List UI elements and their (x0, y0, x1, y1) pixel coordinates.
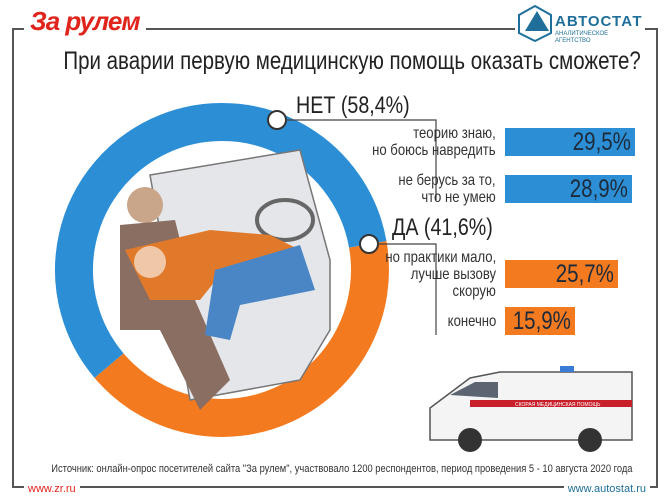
bar-value-label: 25,7% (555, 260, 615, 288)
connector-no (286, 119, 437, 200)
bar-value-label: 15,9% (512, 307, 571, 335)
ambulance-windshield (450, 382, 498, 398)
wheel-front (458, 428, 482, 452)
ambulance-beacon (560, 366, 574, 372)
autostat-name: АВТОСТАТ (555, 13, 643, 30)
connector-yes (378, 243, 437, 335)
bar-value-label: 29,5% (572, 128, 631, 156)
victim-body (125, 230, 300, 300)
source-note: Источник: онлайн-опрос посетителей сайта… (51, 463, 633, 475)
group-label-no: НЕТ (58,4%) (296, 92, 410, 119)
bar-category-label: конечно (447, 312, 496, 330)
ambulance-stripe (470, 400, 632, 407)
autostat-emblem-icon (518, 4, 552, 42)
victim-legs (205, 245, 315, 340)
victim-head (134, 246, 166, 278)
group-label-yes: ДА (41,6%) (392, 214, 493, 241)
bar-no-0: 29,5% (505, 128, 635, 156)
rescuer-head (127, 187, 163, 223)
steering-wheel-icon (255, 198, 315, 242)
bar-value-label: 28,9% (570, 175, 629, 203)
autostat-logo: АВТОСТАТ АНАЛИТИЧЕСКОЕ АГЕНТСТВО (515, 4, 645, 44)
zarulem-logo: За рулем (24, 6, 146, 36)
bar-yes-0: 25,7% (505, 260, 619, 288)
bar-category-label: не берусь за то, что не умею (398, 172, 496, 206)
chart-title: При аварии первую медицинскую помощь ока… (63, 47, 641, 75)
marker-no (267, 110, 287, 130)
footer-right-link[interactable]: www.autostat.ru (563, 483, 650, 496)
bar-category-label: теорию знаю, но боюсь навредить (372, 125, 496, 159)
autostat-sub: АНАЛИТИЧЕСКОЕ АГЕНТСТВО (555, 31, 609, 44)
ambulance-text: СКОРАЯ МЕДИЦИНСКАЯ ПОМОЩЬ (515, 402, 601, 408)
donut-slice-no (55, 103, 387, 378)
bar-no-1: 28,9% (505, 175, 633, 203)
footer-left-link[interactable]: www.zr.ru (24, 483, 80, 496)
wheel-rear (578, 428, 602, 452)
frame (12, 28, 658, 488)
bar-category-label: но практики мало, лучше вызову скорую (385, 248, 496, 300)
bar-yes-1: 15,9% (505, 307, 575, 335)
donut-slice-yes (94, 241, 389, 437)
